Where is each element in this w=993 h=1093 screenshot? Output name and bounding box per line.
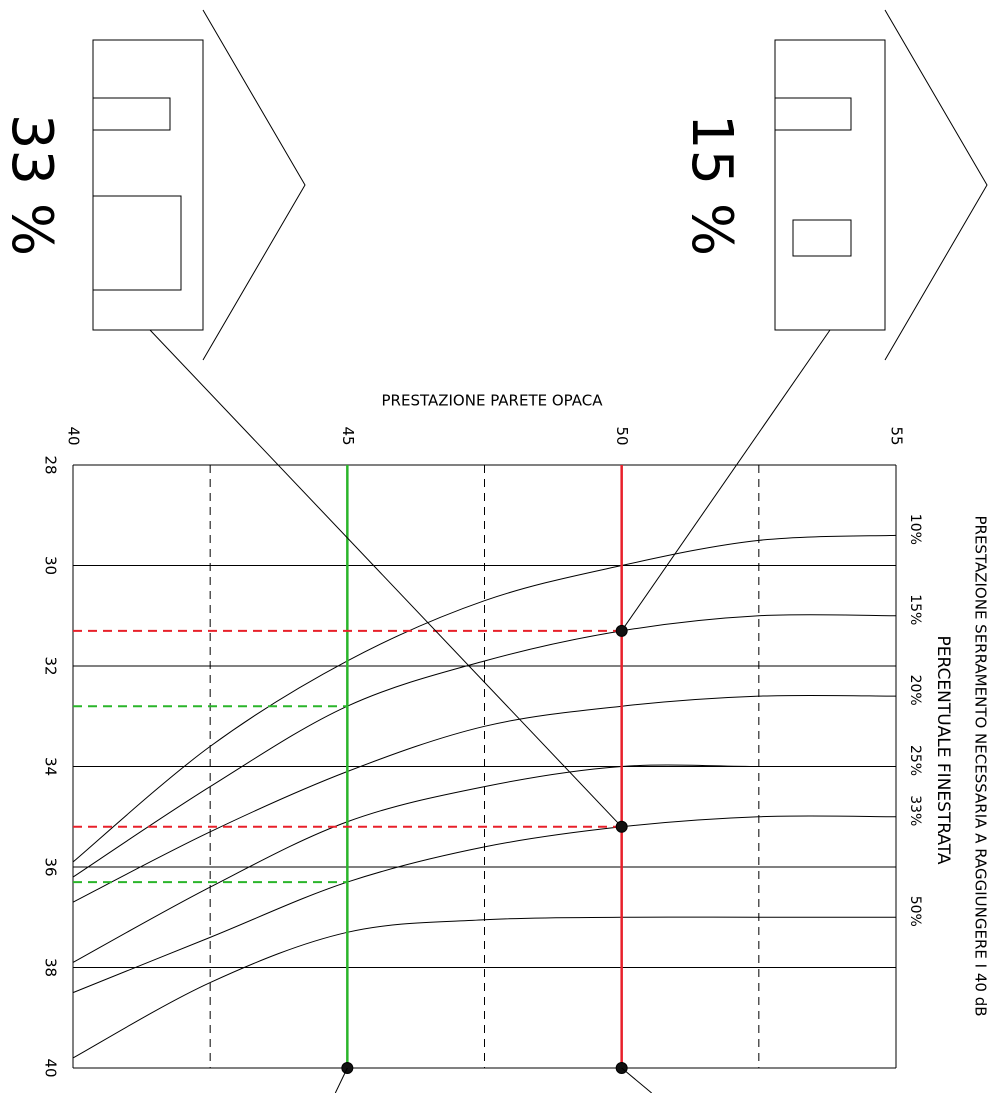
y-axis-title: PRESTAZIONE SERRAMENTO NECESSARIA A RAGG… [972,515,990,1016]
leader-line [149,329,623,828]
series-line [72,614,897,878]
series-line [72,815,897,994]
y-tick-label: 34 [42,757,60,776]
series-label: 50% [907,896,923,927]
y-tick-label: 28 [42,455,60,474]
house-label: 33 % [0,114,64,256]
highlight-point [615,624,628,637]
series-line [72,534,897,863]
x-tick-label: 55 [888,426,906,445]
house-left [92,9,306,361]
house-label: 15 % [679,114,744,256]
y-tick-label: 32 [42,656,60,675]
series-line [72,764,896,963]
x-tick-label: 40 [65,426,83,445]
series-line [72,916,896,1059]
leader-line [621,1067,652,1093]
leader-line [621,329,831,632]
series-label: 20% [907,675,923,706]
series-line [72,694,897,903]
house-right [774,9,988,361]
series-label: 15% [907,594,923,625]
leader-line [334,1067,348,1093]
x-tick-label: 45 [339,426,357,445]
series-label: 10% [907,514,923,545]
x-axis-title: PRESTAZIONE PARETE OPACA [382,392,604,410]
y-tick-label: 40 [42,1058,60,1077]
highlight-point [615,820,628,833]
y-tick-label: 38 [42,958,60,977]
series-label: 25% [907,745,923,776]
legend-title: PERCENTUALE FINESTRATA [933,636,953,865]
x-tick-label: 50 [613,426,631,445]
y-tick-label: 36 [42,857,60,876]
y-tick-label: 30 [42,556,60,575]
series-label: 33% [907,795,923,826]
